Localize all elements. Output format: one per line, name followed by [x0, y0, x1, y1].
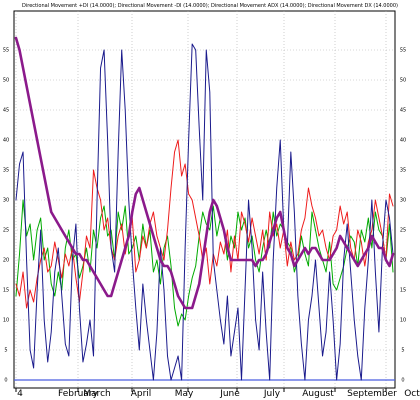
x-tick-label: July [263, 389, 281, 399]
y-tick-label-left: 20 [3, 258, 9, 264]
plot-frame [13, 10, 396, 389]
x-tick-label: September [347, 389, 397, 399]
y-tick-label-left: 10 [3, 318, 9, 324]
y-tick-label-right: 40 [400, 138, 406, 144]
y-tick-label-left: 55 [3, 48, 9, 54]
x-tick-label: March [83, 389, 110, 399]
y-tick-label-right: 10 [400, 318, 406, 324]
x-tick-label: Oct [404, 389, 420, 399]
series-line-adx [14, 36, 395, 310]
x-tick-label: February [58, 389, 99, 399]
y-tick-label-left: 35 [3, 168, 9, 174]
series-line-plusminus-di [15, 199, 394, 327]
y-tick-label-left: 50 [3, 78, 9, 84]
y-tick-label-right: 45 [400, 108, 406, 114]
y-tick-label-right: 50 [400, 78, 406, 84]
y-tick-label-right: 30 [400, 198, 406, 204]
series-line-minus-di [15, 139, 394, 309]
y-tick-label-left: 0 [4, 378, 7, 384]
y-tick-label-left: 30 [3, 198, 9, 204]
y-tick-label-right: 15 [400, 288, 406, 294]
x-tick-label: June [219, 389, 240, 399]
x-tick-label: August [302, 389, 334, 399]
y-tick-label-left: 45 [3, 108, 9, 114]
y-tick-label-left: 5 [4, 348, 7, 354]
y-tick-label-right: 25 [400, 228, 406, 234]
y-tick-label-right: 5 [401, 348, 404, 354]
series-line-dx [15, 43, 394, 381]
y-tick-label-right: 20 [400, 258, 406, 264]
y-tick-label-left: 15 [3, 288, 9, 294]
y-tick-label-left: 40 [3, 138, 9, 144]
x-tick-label: 4 [17, 389, 23, 399]
y-tick-label-left: 25 [3, 228, 9, 234]
y-tick-label-right: 35 [400, 168, 406, 174]
y-tick-label-right: 0 [401, 378, 404, 384]
y-tick-label-right: 55 [400, 48, 406, 54]
x-tick-label: April [131, 389, 152, 399]
x-tick-label: May [175, 389, 194, 399]
grid [14, 11, 395, 388]
chart-title: Directional Movement +DI (14.0000); Dire… [22, 3, 398, 9]
series-group [14, 36, 395, 381]
